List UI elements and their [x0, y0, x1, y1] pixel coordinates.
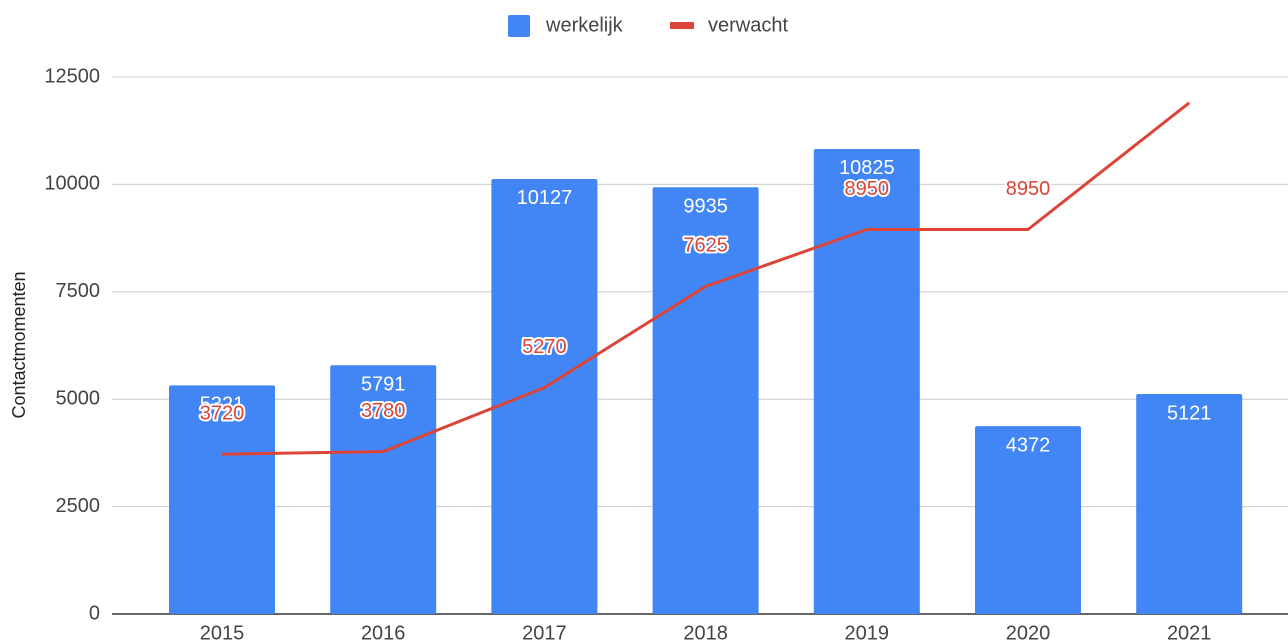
- x-tick-label: 2016: [361, 622, 406, 644]
- x-tick-label: 2019: [845, 622, 890, 644]
- y-axis-title: Contactmomenten: [9, 271, 29, 418]
- bar: [652, 187, 759, 615]
- line: [221, 101, 1191, 456]
- y-tick-label: 5000: [56, 387, 101, 409]
- legend-swatch: [508, 15, 530, 37]
- bar-label: 4372: [1006, 434, 1051, 456]
- line-label: 3720: [200, 402, 245, 424]
- line-label: 7625: [683, 235, 728, 257]
- y-tick-label: 2500: [56, 495, 101, 517]
- bar: [1136, 394, 1243, 614]
- x-tick-label: 2018: [683, 622, 728, 644]
- y-tick-label: 10000: [44, 173, 100, 195]
- bar: [169, 385, 275, 614]
- line-label: 3780: [361, 400, 406, 422]
- line-label: 5270: [522, 336, 567, 358]
- bar-label: 10825: [839, 157, 895, 179]
- legend-label: werkelijk: [545, 14, 624, 36]
- bar: [975, 426, 1081, 614]
- y-tick-label: 0: [89, 602, 100, 624]
- y-tick-label: 7500: [56, 280, 101, 302]
- line-label: 8950: [1006, 178, 1051, 200]
- bar-label: 9935: [683, 195, 728, 217]
- x-tick-label: 2020: [1006, 622, 1051, 644]
- legend-label: verwacht: [708, 14, 788, 36]
- y-tick-label: 12500: [44, 65, 100, 87]
- x-tick-label: 2017: [522, 622, 567, 644]
- bar-label: 10127: [517, 187, 573, 209]
- bar-label: 5121: [1167, 402, 1212, 424]
- bar-label: 5791: [361, 373, 406, 395]
- bar: [813, 148, 920, 614]
- bar: [491, 178, 598, 614]
- x-tick-label: 2021: [1167, 622, 1212, 644]
- line-label: 8950: [845, 178, 890, 200]
- bar-label: 5321: [200, 394, 245, 416]
- legend-swatch: [670, 22, 694, 29]
- x-tick-label: 2015: [200, 622, 245, 644]
- bar: [330, 365, 437, 614]
